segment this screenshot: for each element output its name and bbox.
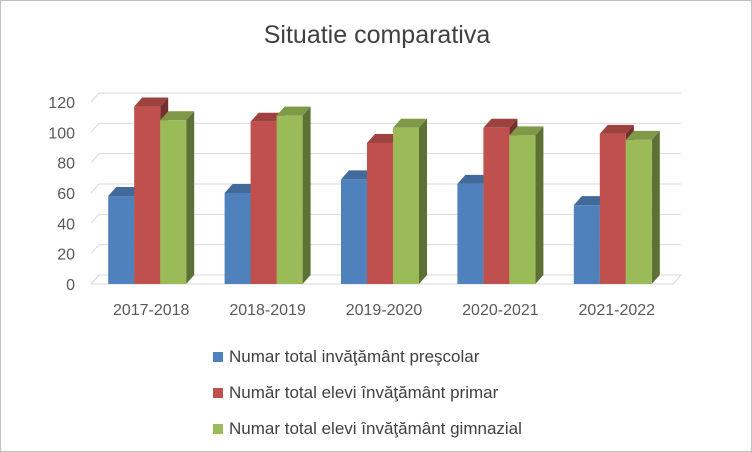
y-tick-label: 120 bbox=[48, 95, 75, 112]
x-tick-label: 2017-2018 bbox=[113, 302, 190, 319]
x-tick-label: 2019-2020 bbox=[346, 302, 423, 319]
bar-front bbox=[134, 106, 161, 284]
bar-front bbox=[367, 142, 393, 284]
bar-top bbox=[134, 97, 169, 107]
x-axis-labels: 2017-2018 2018-2019 2019-2020 2020-2021 2021… bbox=[113, 302, 655, 319]
bar-top bbox=[483, 118, 518, 128]
legend-swatch bbox=[213, 388, 223, 398]
bar bbox=[160, 111, 195, 284]
bar-side bbox=[535, 126, 544, 284]
bars bbox=[108, 97, 660, 285]
legend: Numar total invăţământ preşcolar Număr to… bbox=[213, 339, 522, 447]
bar-side bbox=[651, 130, 660, 284]
bar-top bbox=[250, 112, 285, 122]
bar-top bbox=[341, 170, 375, 180]
bar-front bbox=[625, 139, 652, 284]
bar-front bbox=[250, 121, 277, 284]
y-tick-label: 0 bbox=[66, 277, 75, 294]
y-tick-label: 40 bbox=[57, 216, 75, 233]
legend-label: Numar total elevi învăţământ gimnazial bbox=[229, 419, 522, 438]
bar-top bbox=[393, 118, 427, 128]
bar-front bbox=[509, 135, 536, 284]
chart-title: Situatie comparativa bbox=[263, 21, 491, 49]
bar-front bbox=[276, 115, 303, 285]
gridline-side bbox=[90, 183, 100, 194]
bar bbox=[393, 118, 427, 285]
bar bbox=[509, 126, 544, 284]
y-tick-label: 100 bbox=[48, 125, 75, 142]
bar-front bbox=[108, 196, 135, 284]
legend-item: Număr total elevi învăţământ primar bbox=[213, 375, 522, 411]
gridline-side bbox=[90, 92, 100, 103]
gridline-side bbox=[90, 153, 100, 163]
bar-side bbox=[419, 118, 427, 285]
legend-item: Numar total invăţământ preşcolar bbox=[213, 339, 522, 375]
bar-top bbox=[160, 111, 195, 121]
bar-top bbox=[276, 106, 311, 116]
bar-top bbox=[599, 124, 634, 134]
gridline-side bbox=[90, 123, 100, 133]
bar-front bbox=[573, 205, 600, 284]
bar-top bbox=[573, 196, 608, 206]
legend-swatch bbox=[213, 424, 223, 434]
bar-front bbox=[483, 127, 510, 285]
bar bbox=[625, 130, 660, 284]
bar-front bbox=[599, 133, 626, 284]
legend-swatch bbox=[213, 352, 223, 362]
bar-top bbox=[224, 184, 259, 193]
y-tick-label: 60 bbox=[57, 186, 75, 203]
gridline-side bbox=[90, 244, 100, 254]
y-tick-label: 20 bbox=[57, 247, 75, 264]
legend-label: Numar total invăţământ preşcolar bbox=[229, 347, 480, 366]
bar-side bbox=[302, 106, 311, 285]
legend-label: Număr total elevi învăţământ primar bbox=[229, 383, 499, 402]
gridline-side bbox=[90, 214, 100, 224]
bar-top bbox=[457, 174, 492, 184]
bar-front bbox=[160, 120, 187, 284]
bar-side bbox=[186, 111, 195, 284]
bar-top bbox=[108, 187, 143, 197]
bar bbox=[276, 106, 311, 285]
legend-item: Numar total elevi învăţământ gimnazial bbox=[213, 411, 522, 447]
bar-front bbox=[341, 179, 367, 284]
y-tick-label: 80 bbox=[57, 156, 75, 173]
y-axis-labels: 0 20 40 60 80 100 120 bbox=[48, 95, 75, 294]
x-tick-label: 2018-2019 bbox=[229, 302, 306, 319]
bar-top bbox=[367, 133, 401, 143]
bar-front bbox=[224, 193, 251, 284]
bar-front bbox=[457, 183, 484, 284]
plot-area: 0 20 40 60 80 100 120 2017-2018 2018-2019 2019-2… bbox=[48, 92, 683, 319]
x-tick-label: 2020-2021 bbox=[462, 302, 539, 319]
bar-top bbox=[509, 126, 544, 136]
bar-top bbox=[625, 130, 660, 140]
x-tick-label: 2021-2022 bbox=[579, 302, 656, 319]
bar-front bbox=[393, 127, 419, 285]
